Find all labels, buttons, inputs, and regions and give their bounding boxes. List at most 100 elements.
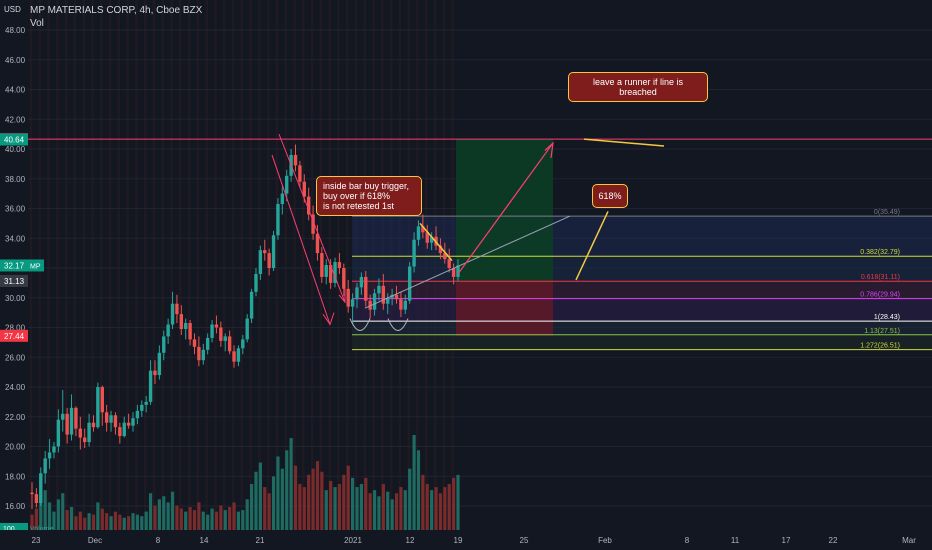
candle-body	[34, 494, 39, 504]
volume-bar	[350, 477, 355, 530]
annotation-inside-bar[interactable]: inside bar buy trigger, buy over if 618%…	[316, 176, 422, 216]
price-badge-tag	[28, 259, 44, 272]
session-stripe	[152, 0, 156, 530]
price-badge	[0, 133, 28, 146]
volume-bar	[307, 474, 311, 530]
stop-zone	[456, 280, 553, 336]
volume-bar	[192, 510, 197, 530]
volume-bar	[425, 484, 429, 530]
volume-bar	[289, 438, 293, 530]
volume-bar	[333, 487, 337, 530]
candle-body	[78, 428, 83, 438]
fib-zone	[352, 321, 932, 335]
volume-bar	[170, 491, 175, 530]
candle-body	[39, 473, 43, 504]
candle-body	[184, 323, 188, 329]
volume-bar	[69, 507, 74, 530]
volume-bar	[52, 511, 56, 530]
volume-bar	[456, 474, 460, 530]
x-tick-label: 19	[454, 536, 463, 545]
candle-body	[333, 262, 337, 283]
volume-bar	[47, 502, 52, 530]
annotation-runner[interactable]: leave a runner if line is breached	[568, 72, 708, 102]
x-tick-label: 2021	[344, 536, 362, 545]
volume-bar	[355, 487, 359, 530]
y-tick-label: 34.00	[5, 234, 26, 243]
candle-body	[188, 323, 192, 340]
volume-bar	[74, 516, 78, 530]
volume-indicator-label[interactable]: Vol	[30, 18, 44, 29]
volume-bar	[184, 511, 188, 530]
candle-body	[210, 324, 214, 338]
y-tick-label: 16.00	[5, 502, 26, 511]
session-stripe	[302, 0, 305, 530]
volume-bar	[105, 513, 109, 530]
volume-bar	[403, 490, 407, 530]
symbol-title[interactable]: MP MATERIALS CORP, 4h, Cboe BZX	[30, 5, 203, 16]
volume-bar	[214, 511, 219, 530]
volume-bar	[223, 510, 227, 530]
volume-bar	[157, 499, 161, 530]
volume-bar	[412, 435, 416, 530]
volume-bar	[293, 465, 298, 530]
candle-body	[131, 418, 135, 426]
candle-body	[65, 413, 69, 435]
candle-body	[232, 351, 236, 362]
candle-body	[104, 412, 109, 423]
y-tick-label: 46.00	[5, 56, 26, 65]
volume-bar	[346, 465, 350, 530]
fib-label: 0(35.49)	[874, 209, 900, 216]
volume-bar	[61, 493, 65, 530]
volume-bar	[438, 493, 443, 530]
candle-body	[456, 265, 460, 277]
candle-body	[258, 250, 263, 274]
session-stripe	[126, 0, 129, 530]
candle-body	[342, 268, 346, 289]
candle-body	[263, 250, 267, 254]
annotation-618[interactable]: 618%	[592, 184, 628, 208]
volume-bar	[324, 490, 328, 530]
candle-body	[166, 324, 170, 337]
candle-body	[399, 299, 403, 310]
candle-body	[298, 165, 302, 182]
price-badge	[0, 329, 28, 342]
candle-body	[416, 226, 421, 240]
x-tick-label: 21	[256, 536, 265, 545]
candle-body	[359, 276, 364, 288]
candle-body	[118, 427, 122, 437]
volume-bar	[210, 508, 214, 530]
volume-bar	[377, 496, 381, 530]
x-tick-label: Dec	[88, 536, 102, 545]
candle-body	[214, 324, 219, 328]
session-stripe	[231, 0, 235, 530]
volume-bar	[280, 468, 284, 530]
volume-bar	[254, 471, 258, 530]
volume-bar	[267, 493, 271, 530]
candle-body	[381, 285, 386, 304]
candle-body	[205, 337, 210, 350]
candle-body	[192, 339, 197, 347]
candle-body	[74, 407, 78, 429]
session-stripe	[249, 0, 252, 530]
inside-bar-pointer	[419, 222, 453, 262]
volume-bar	[197, 502, 201, 530]
volume-bar	[364, 477, 368, 530]
y-tick-label: 22.00	[5, 413, 26, 422]
candle-body	[175, 303, 179, 315]
y-tick-label: 36.00	[5, 205, 26, 214]
candle-body	[179, 314, 184, 329]
session-stripe	[56, 0, 59, 530]
fib-zone	[352, 216, 932, 257]
volume-bar	[135, 514, 140, 530]
volume-bar	[91, 514, 96, 530]
candle-body	[372, 293, 377, 310]
candle-body	[113, 415, 118, 428]
candle-body	[144, 401, 148, 405]
candle-body	[368, 300, 372, 310]
fib-label: 0.786(29.94)	[860, 292, 900, 299]
session-stripe	[196, 0, 200, 530]
candle-body	[61, 413, 65, 420]
candle-body	[425, 232, 429, 243]
fib618-pointer	[575, 211, 609, 281]
